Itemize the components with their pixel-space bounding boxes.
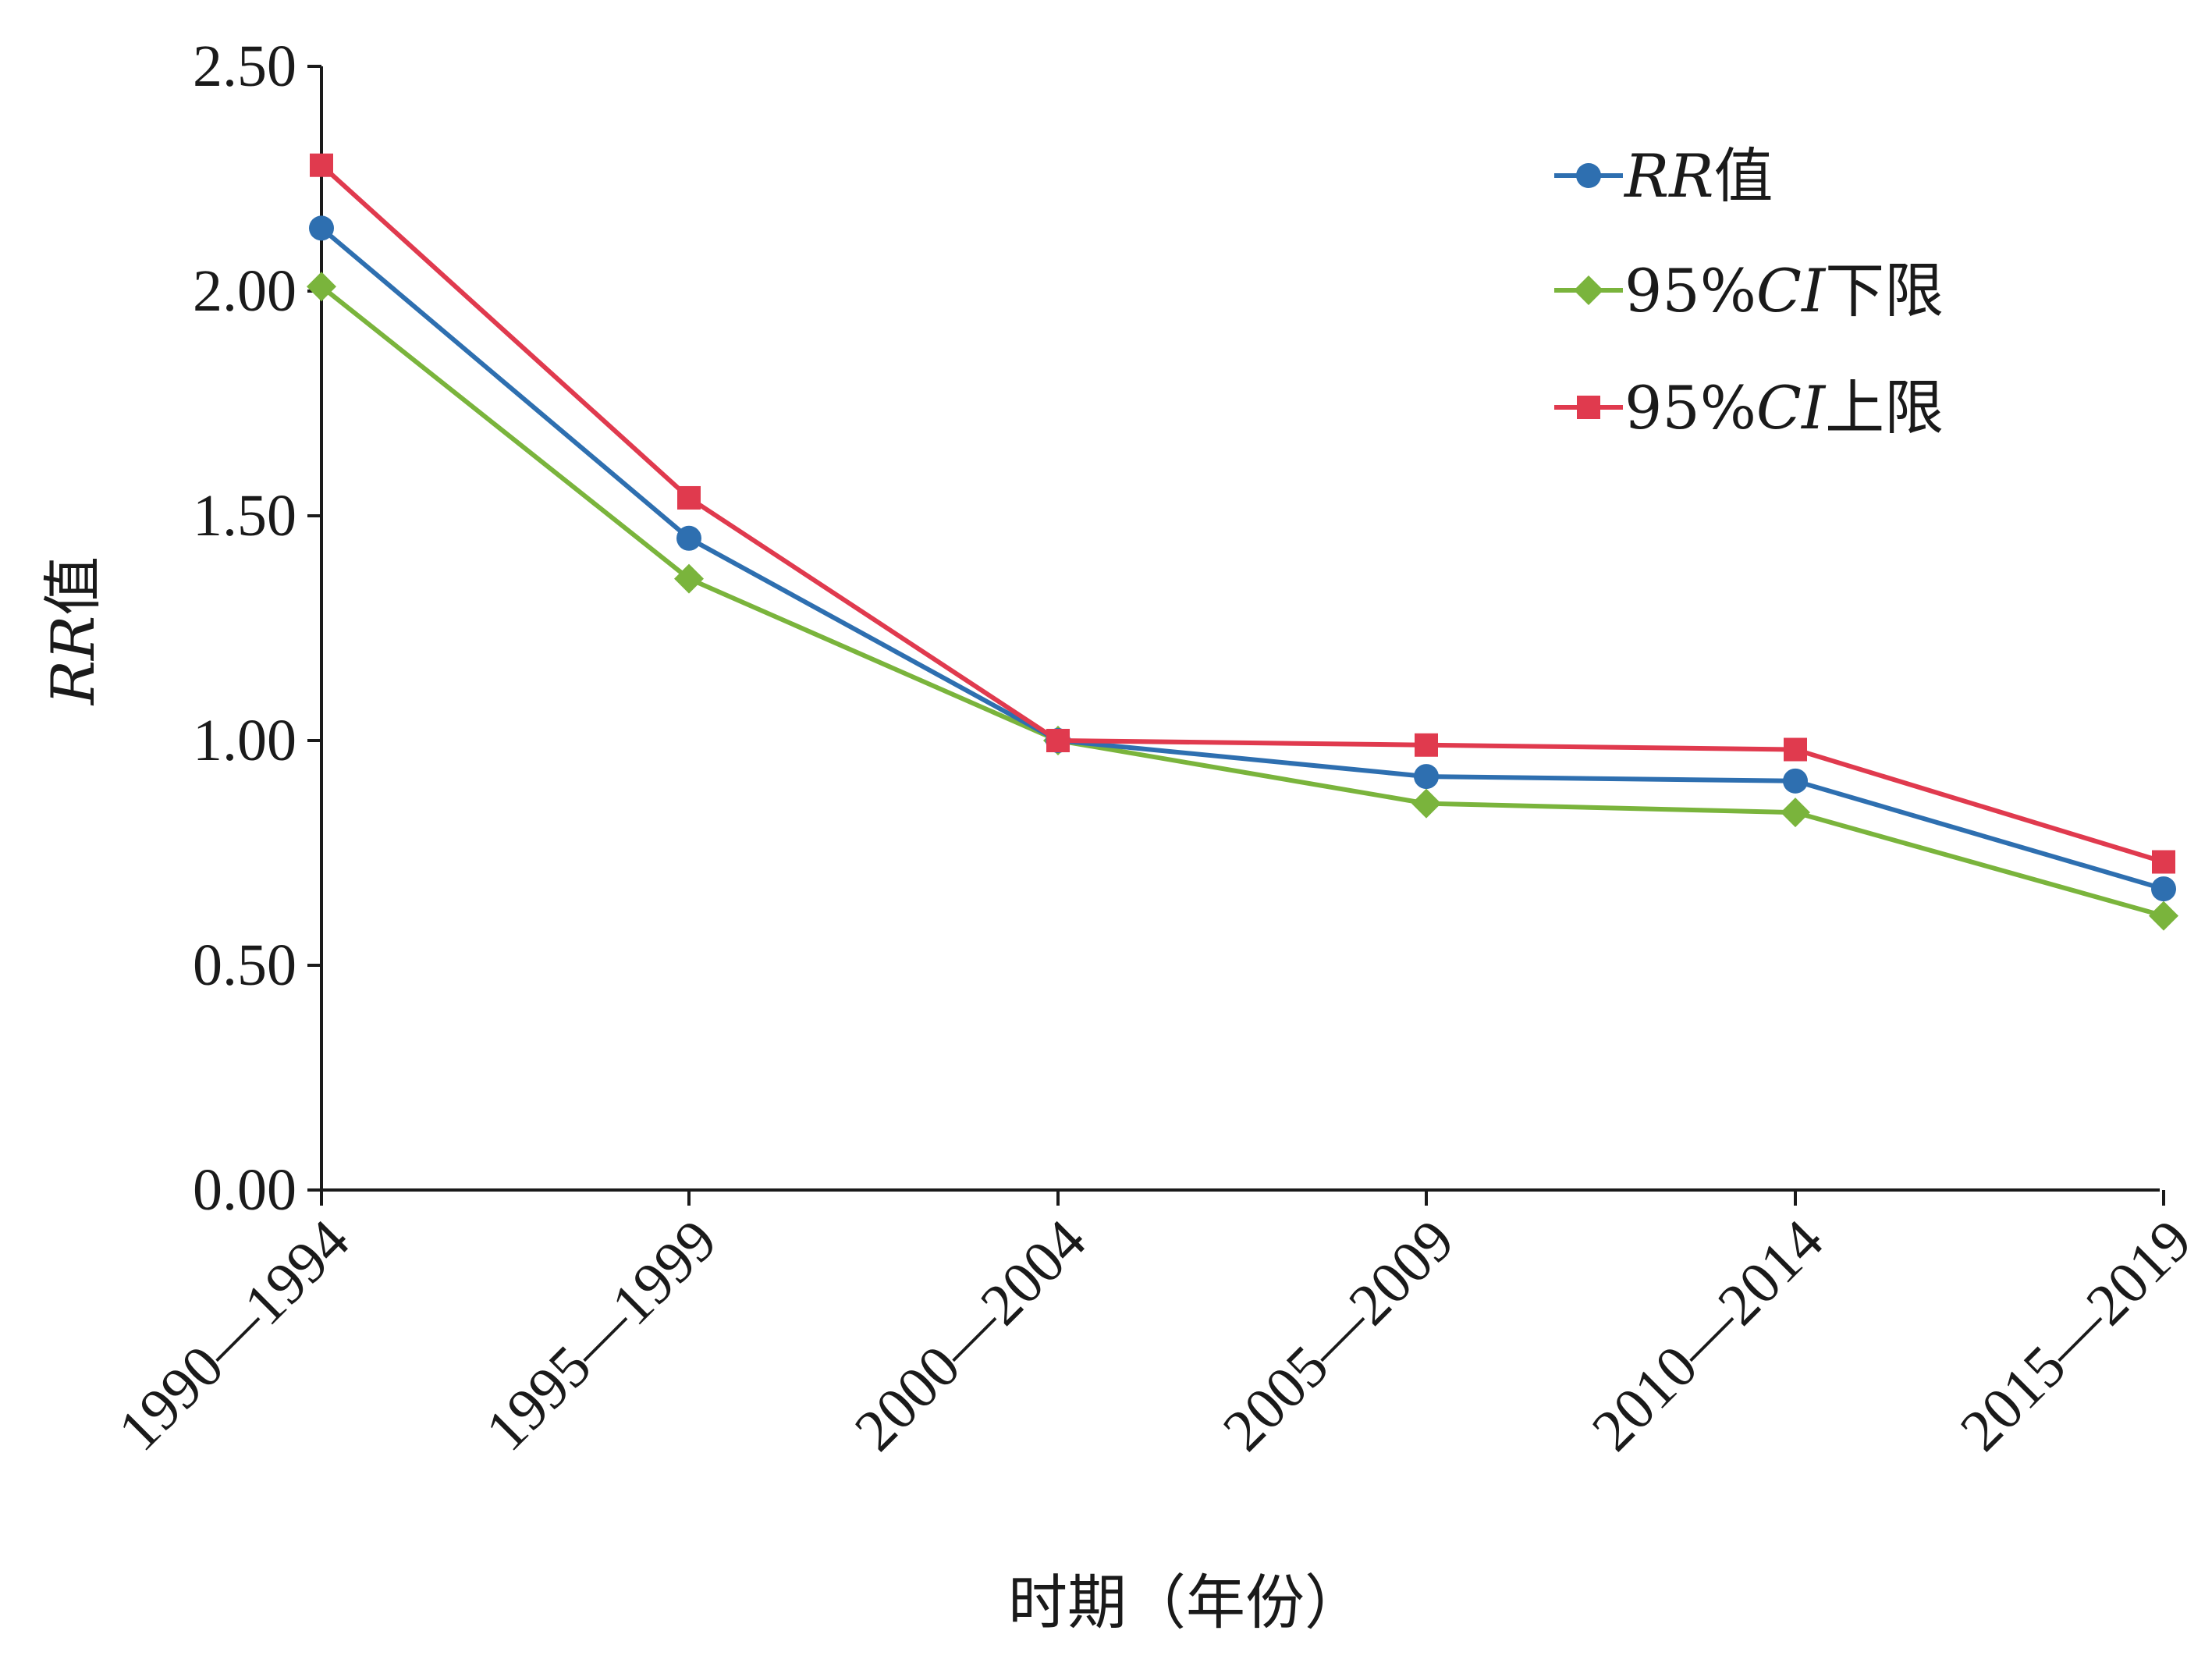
x-tick-label: 2010—2014: [1580, 1207, 1836, 1463]
data-point: [1781, 798, 1810, 828]
data-point: [2152, 850, 2175, 874]
data-point: [2151, 876, 2176, 902]
series-3: [310, 153, 2175, 874]
data-point: [1783, 768, 1808, 794]
y-axis-title: RR值: [38, 556, 108, 706]
legend-marker: [1577, 396, 1600, 419]
x-tick-label: 2015—2019: [1948, 1207, 2204, 1463]
data-point: [1046, 729, 1070, 752]
x-ticks: 1990—1994 1995—1999 2000—2004 2005—2009 2010…: [106, 1190, 2204, 1463]
data-point: [309, 215, 334, 241]
data-point: [307, 272, 336, 302]
y-tick-label: 1.50: [193, 483, 296, 549]
legend-item: 95%CI下限: [1554, 256, 1944, 325]
data-point: [1415, 733, 1438, 757]
series-2: [307, 272, 2178, 931]
data-point: [1784, 737, 1807, 762]
series-line: [319, 163, 2164, 865]
y-tick-label: 1.00: [193, 708, 296, 773]
data-point: [1414, 764, 1439, 790]
series-layer: [307, 153, 2178, 931]
data-point: [310, 153, 333, 177]
x-tick-label: 2005—2009: [1211, 1207, 1467, 1463]
x-tick-label: 2000—2004: [843, 1207, 1099, 1463]
y-tick-label: 0.50: [193, 933, 296, 998]
legend-label: 95%CI上限: [1624, 373, 1944, 442]
x-axis-title: 时期（年份）: [1008, 1568, 1364, 1637]
legend-marker: [1574, 275, 1603, 305]
legend-label: 95%CI下限: [1624, 256, 1944, 325]
data-point: [1411, 788, 1441, 819]
series-line: [320, 284, 2164, 918]
legend-label: RR值: [1623, 141, 1773, 211]
legend-item: RR值: [1554, 141, 1773, 211]
y-tick-label: 2.50: [193, 34, 296, 99]
axes: [320, 66, 2160, 1192]
data-point: [2149, 901, 2178, 931]
y-ticks: 0.00 0.50 1.00 1.50 2.00 2.50: [193, 34, 321, 1223]
x-tick-label: 1995—1999: [474, 1207, 730, 1463]
data-point: [676, 525, 701, 551]
legend-item: 95%CI上限: [1554, 373, 1944, 442]
legend: RR值 95%CI下限 95%CI上限: [1554, 141, 1944, 442]
series-line: [320, 226, 2164, 891]
legend-marker: [1576, 163, 1601, 188]
data-point: [677, 485, 701, 510]
y-tick-label: 2.00: [193, 258, 296, 324]
x-tick-label: 1990—1994: [106, 1207, 362, 1463]
y-tick-label: 0.00: [193, 1157, 296, 1223]
data-point: [674, 563, 704, 594]
